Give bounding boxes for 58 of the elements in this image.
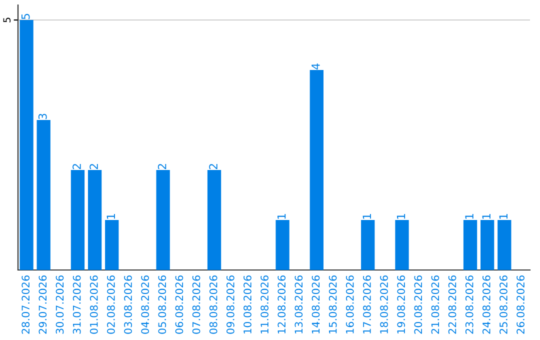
- data-label: 1: [465, 214, 474, 219]
- data-label: 2: [158, 164, 166, 170]
- x-tick-label: 17.08.2026: [363, 276, 371, 334]
- data-label: 4: [312, 64, 320, 70]
- bar: [36, 120, 50, 270]
- data-label: 2: [72, 164, 81, 170]
- x-tick-label: 22.08.2026: [448, 276, 456, 334]
- x-tick-label: 24.08.2026: [482, 276, 490, 334]
- x-tick-label: 18.08.2026: [380, 276, 388, 334]
- x-tick-label: 23.08.2026: [465, 276, 474, 334]
- x-tick-label: 03.08.2026: [124, 276, 132, 334]
- x-tick-label: 28.07.2026: [22, 276, 30, 334]
- x-tick-label: 05.08.2026: [158, 276, 166, 334]
- x-tick-label: 10.08.2026: [244, 276, 252, 334]
- bar: [498, 220, 512, 270]
- x-tick-label: 29.07.2026: [38, 276, 47, 334]
- bar: [88, 170, 102, 270]
- data-label: 2: [209, 164, 218, 170]
- data-label: 2: [90, 164, 98, 170]
- x-tick-label: 12.08.2026: [278, 276, 286, 334]
- bar: [105, 220, 119, 270]
- x-tick-label: 30.07.2026: [56, 276, 64, 334]
- bar: [207, 170, 222, 270]
- bar: [361, 220, 375, 270]
- x-tick-label: 25.08.2026: [500, 276, 508, 334]
- x-tick-label: 07.08.2026: [192, 276, 200, 334]
- data-label: 1: [499, 214, 508, 219]
- x-tick-label: 19.08.2026: [397, 276, 406, 334]
- data-label: 1: [106, 214, 115, 219]
- data-label: 1: [362, 214, 371, 219]
- x-tick-label: 08.08.2026: [209, 276, 218, 334]
- x-tick-label: 09.08.2026: [226, 276, 234, 334]
- x-tick-label: 20.08.2026: [414, 276, 422, 334]
- bar: [20, 20, 34, 270]
- bar: [276, 220, 290, 270]
- x-tick-label: 31.07.2026: [72, 276, 81, 334]
- data-label: 1: [482, 214, 490, 219]
- x-tick-label: 01.08.2026: [90, 276, 98, 334]
- x-tick-label: 11.08.2026: [260, 276, 268, 334]
- x-tick-label: 14.08.2026: [312, 276, 320, 334]
- x-tick-label: 13.08.2026: [294, 276, 303, 334]
- bar: [156, 170, 170, 270]
- data-label: 5: [22, 14, 30, 20]
- bar: [463, 220, 478, 270]
- x-tick-label: 04.08.2026: [141, 276, 150, 334]
- bar: [395, 220, 409, 270]
- data-label: 1: [278, 214, 286, 219]
- x-tick-label: 21.08.2026: [431, 276, 440, 334]
- data-label: 1: [396, 214, 406, 219]
- bar: [310, 70, 324, 270]
- x-tick-label: 26.08.2026: [516, 276, 524, 334]
- bar: [480, 220, 494, 270]
- x-tick-label: 15.08.2026: [328, 276, 337, 334]
- data-label: 3: [38, 114, 47, 120]
- x-tick-label: 06.08.2026: [175, 276, 184, 334]
- x-tick-label: 02.08.2026: [107, 276, 115, 334]
- bar: [70, 170, 85, 270]
- x-tick-label: 16.08.2026: [346, 276, 354, 334]
